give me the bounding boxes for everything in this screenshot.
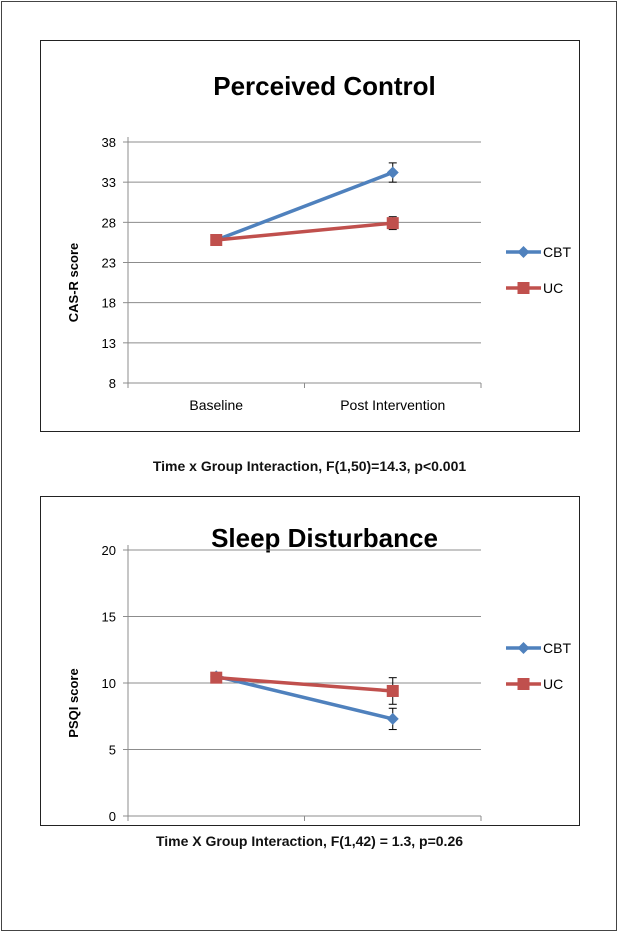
data-point-uc bbox=[210, 671, 223, 684]
chart-sleep-disturbance-caption: Time X Group Interaction, F(1,42) = 1.3,… bbox=[155, 833, 464, 849]
y-axis-label: CAS-R score bbox=[66, 243, 81, 322]
series-line-uc bbox=[216, 675, 393, 693]
legend-marker-cbt bbox=[517, 642, 530, 654]
legend-marker-cbt bbox=[517, 246, 530, 258]
y-tick-label: 15 bbox=[102, 610, 116, 625]
chart-sleep-disturbance-svg: Sleep Disturbance05101520BaselinePost In… bbox=[66, 523, 571, 824]
chart-title: Sleep Disturbance bbox=[211, 523, 438, 553]
legend-label-cbt: CBT bbox=[543, 640, 571, 656]
legend-label-uc: UC bbox=[543, 676, 563, 692]
series-line-uc bbox=[216, 221, 393, 242]
legend-marker-uc bbox=[517, 678, 530, 690]
data-point-uc bbox=[210, 234, 223, 247]
chart-sleep-disturbance: Sleep Disturbance05101520BaselinePost In… bbox=[40, 496, 580, 826]
series-line-cbt bbox=[215, 674, 394, 721]
chart-perceived-control-svg: Perceived Control 8 13 18 23 28 33 38 Baseline Po… bbox=[66, 71, 571, 413]
chart-perceived-control: Perceived Control 8 13 18 23 28 33 38 Baseline Po… bbox=[40, 40, 580, 432]
y-axis-label: PSQI score bbox=[66, 668, 81, 737]
chart-title: Perceived Control bbox=[213, 71, 436, 101]
y-tick-label: 28 bbox=[102, 215, 116, 230]
data-point-uc bbox=[386, 684, 399, 697]
data-point-uc bbox=[386, 217, 399, 230]
legend-label-uc: UC bbox=[543, 280, 563, 296]
data-point-cbt bbox=[386, 166, 399, 179]
y-tick-label: 20 bbox=[102, 543, 116, 558]
y-tick-label: 0 bbox=[109, 809, 116, 824]
y-tick-label: 38 bbox=[102, 135, 116, 150]
legend-label-cbt: CBT bbox=[543, 244, 571, 260]
series-line-cbt bbox=[215, 170, 394, 242]
x-tick-label: Baseline bbox=[189, 397, 243, 413]
x-tick-label: Post Intervention bbox=[340, 397, 445, 413]
y-tick-label: 8 bbox=[109, 376, 116, 391]
y-tick-label: 23 bbox=[102, 256, 116, 271]
legend-marker-uc bbox=[517, 282, 530, 294]
y-tick-label: 13 bbox=[102, 336, 116, 351]
chart-perceived-control-caption: Time x Group Interaction, F(1,50)=14.3, … bbox=[152, 458, 467, 474]
y-tick-label: 10 bbox=[102, 676, 116, 691]
y-tick-label: 5 bbox=[109, 743, 116, 758]
y-tick-label: 33 bbox=[102, 175, 116, 190]
data-point-cbt bbox=[386, 712, 399, 725]
y-tick-label: 18 bbox=[102, 296, 116, 311]
